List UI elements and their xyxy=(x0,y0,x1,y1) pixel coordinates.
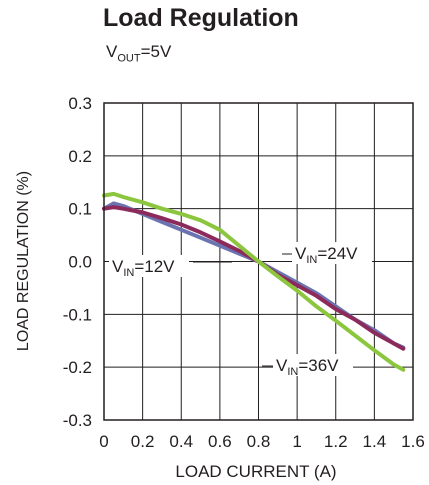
chart-subtitle: VOUT=5V xyxy=(106,42,171,64)
y-axis-label: LOAD REGULATION (%) xyxy=(15,171,32,351)
tick-labels: 0 0.2 0.4 0.6 0.8 1 1.2 1.4 1.6 0.3 0.2 0.1 0.0 -0.1 -… xyxy=(63,94,425,451)
plot-frame xyxy=(103,102,414,421)
y-tick-label: 0.2 xyxy=(68,147,92,166)
y-tick-label: 0.1 xyxy=(68,200,92,219)
subtitle-subscript: OUT xyxy=(117,52,141,65)
x-tick-label: 1 xyxy=(292,432,301,451)
subtitle-main: V xyxy=(106,42,118,61)
y-tick-label: 0.0 xyxy=(68,253,92,272)
series-line-vin36 xyxy=(102,191,406,372)
x-tick-label: 1.6 xyxy=(401,432,425,451)
chart-title: Load Regulation xyxy=(103,4,299,32)
y-tick-label: -0.2 xyxy=(63,358,92,377)
x-tick-label: 0.6 xyxy=(208,432,232,451)
x-tick-label: 0.2 xyxy=(131,432,155,451)
x-tick-label: 0.4 xyxy=(169,432,193,451)
y-tick-label: 0.3 xyxy=(68,94,92,113)
x-tick-label: 1.4 xyxy=(363,432,387,451)
x-tick-label: 0 xyxy=(99,432,108,451)
series-line-vin24 xyxy=(102,205,406,351)
curve-label-vin24: VIN=24V xyxy=(295,244,358,266)
subtitle-rest: =5V xyxy=(140,42,172,61)
curve-label-background xyxy=(109,255,189,277)
curve-label-vin12: VIN=12V xyxy=(112,257,175,279)
curve-labels: VIN=12V VIN=24V VIN=36V xyxy=(109,242,372,378)
curve-label-background xyxy=(292,242,372,264)
x-axis-label: LOAD CURRENT (A) xyxy=(175,462,336,481)
curve-label-vin36: VIN=36V xyxy=(276,356,339,378)
x-tick-label: 0.8 xyxy=(247,432,271,451)
series-lines xyxy=(102,191,406,372)
y-tick-label: -0.3 xyxy=(63,411,92,430)
y-tick-label: -0.1 xyxy=(63,305,92,324)
curve-label-background xyxy=(273,354,353,376)
x-tick-label: 1.2 xyxy=(324,432,348,451)
